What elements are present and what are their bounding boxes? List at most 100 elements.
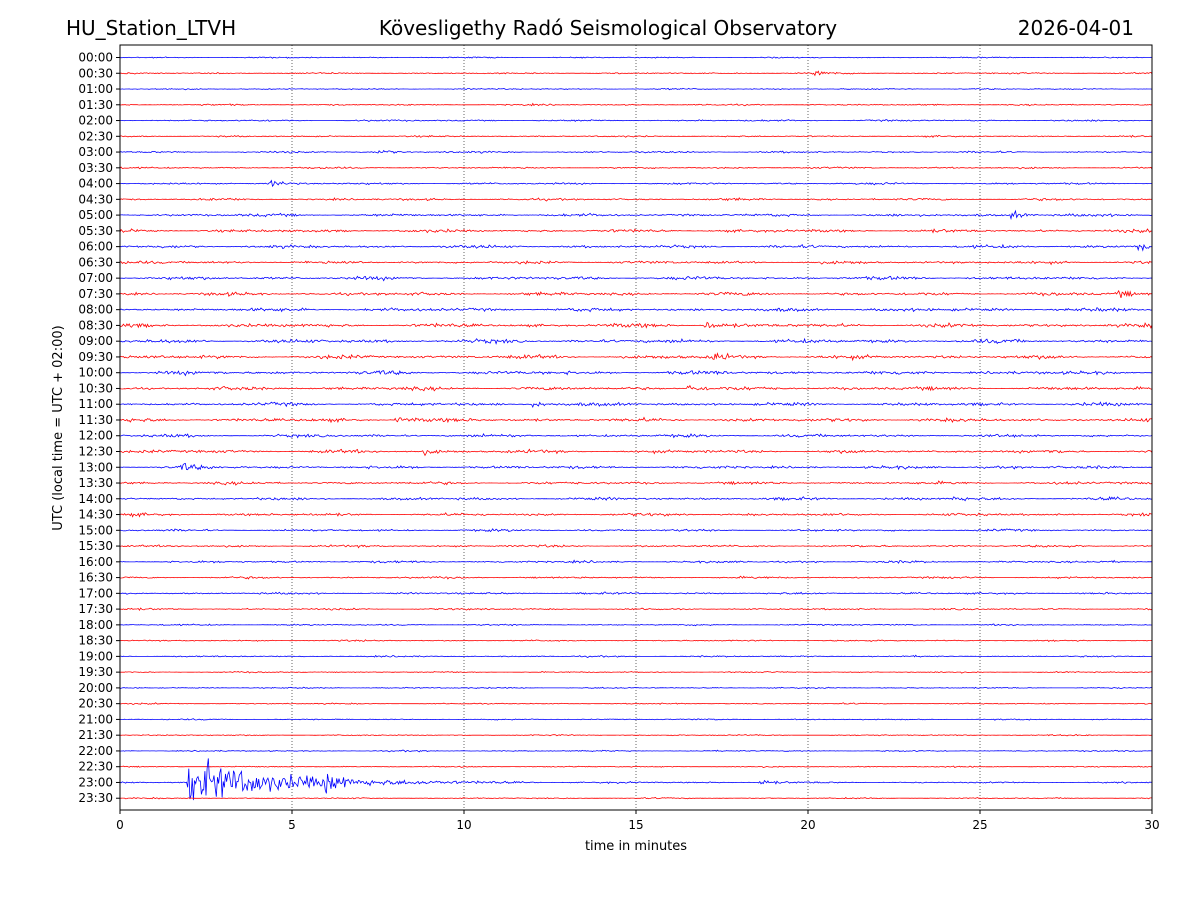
seismic-trace <box>119 607 1153 611</box>
seismic-trace <box>119 512 1153 518</box>
x-tick-label: 20 <box>800 818 815 832</box>
seismic-trace <box>119 401 1153 409</box>
y-tick-label: 11:00 <box>78 397 113 411</box>
y-tick-label: 04:00 <box>78 177 113 191</box>
y-tick-label: 05:00 <box>78 208 113 222</box>
y-tick-label: 15:00 <box>78 523 113 537</box>
seismic-trace <box>119 149 1153 154</box>
y-tick-label: 08:00 <box>78 303 113 317</box>
seismic-trace <box>119 575 1153 580</box>
y-tick-label: 20:00 <box>78 681 113 695</box>
y-tick-label: 12:00 <box>78 429 113 443</box>
y-tick-label: 13:00 <box>78 460 113 474</box>
y-tick-label: 03:00 <box>78 145 113 159</box>
seismic-trace <box>119 289 1153 299</box>
seismic-trace <box>119 433 1153 439</box>
y-tick-label: 06:30 <box>78 255 113 269</box>
seismic-trace <box>119 102 1153 107</box>
seismic-trace <box>120 623 1152 627</box>
y-tick-label: 07:30 <box>78 287 113 301</box>
seismic-trace <box>119 134 1153 138</box>
seismic-trace <box>119 321 1153 329</box>
seismic-trace <box>119 544 1153 549</box>
y-tick-label: 16:30 <box>78 571 113 585</box>
y-tick-label: 17:30 <box>78 602 113 616</box>
seismic-trace <box>119 56 1153 59</box>
y-axis-label: UTC (local time = UTC + 02:00) <box>51 325 66 530</box>
seismic-trace <box>119 639 1153 643</box>
y-tick-label: 12:30 <box>78 445 113 459</box>
y-tick-label: 05:30 <box>78 224 113 238</box>
y-tick-label: 23:00 <box>78 775 113 789</box>
y-tick-label: 10:00 <box>78 366 113 380</box>
seismic-trace <box>119 718 1152 721</box>
y-tick-label: 22:30 <box>78 760 113 774</box>
x-tick-label: 15 <box>628 818 643 832</box>
y-tick-label: 20:30 <box>78 697 113 711</box>
y-tick-label: 16:00 <box>78 555 113 569</box>
seismic-trace <box>120 179 1153 188</box>
chart-date: 2026-04-01 <box>1018 16 1134 40</box>
seismic-trace <box>119 209 1153 221</box>
x-tick-label: 0 <box>116 818 124 832</box>
trace-series <box>119 56 1153 801</box>
y-tick-label: 10:30 <box>78 381 113 395</box>
y-tick-label: 22:00 <box>78 744 113 758</box>
y-tick-label: 00:00 <box>78 51 113 65</box>
seismic-trace <box>119 384 1153 392</box>
y-tick-label: 04:30 <box>78 192 113 206</box>
y-tick-label: 14:30 <box>78 508 113 522</box>
y-tick-label: 00:30 <box>78 66 113 80</box>
seismic-trace <box>119 448 1153 457</box>
x-axis-label: time in minutes <box>585 839 687 854</box>
seismic-trace <box>119 416 1152 424</box>
x-tick-label: 30 <box>1144 818 1159 832</box>
seismic-trace <box>119 480 1153 486</box>
y-tick-label: 03:30 <box>78 161 113 175</box>
seismic-trace <box>119 686 1153 690</box>
station-name: HU_Station_LTVH <box>66 16 236 40</box>
y-tick-label: 15:30 <box>78 539 113 553</box>
y-tick-label: 18:00 <box>78 618 113 632</box>
seismic-trace <box>119 306 1153 313</box>
seismic-trace <box>119 733 1153 737</box>
seismic-trace <box>119 671 1153 674</box>
seismic-trace <box>119 758 1153 801</box>
x-tick-label: 25 <box>972 818 987 832</box>
seismic-trace <box>119 197 1153 202</box>
y-tick-label: 01:30 <box>78 98 113 112</box>
x-tick-label: 5 <box>288 818 296 832</box>
y-tick-label: 21:30 <box>78 728 113 742</box>
y-tick-label: 11:30 <box>78 413 113 427</box>
y-tick-label: 02:00 <box>78 114 113 128</box>
seismic-trace <box>119 70 1153 77</box>
y-tick-label: 14:00 <box>78 492 113 506</box>
seismic-trace <box>119 119 1153 123</box>
chart-title: Kövesligethy Radó Seismological Observat… <box>379 16 837 40</box>
y-tick-label: 01:00 <box>78 82 113 96</box>
y-tick-label: 19:00 <box>78 649 113 663</box>
seismic-trace <box>119 260 1153 266</box>
y-tick-label: 13:30 <box>78 476 113 490</box>
seismic-trace <box>119 528 1152 533</box>
seismic-trace <box>119 166 1153 170</box>
y-tick-label: 18:30 <box>78 634 113 648</box>
seismic-trace <box>119 765 1153 769</box>
seismic-trace <box>120 654 1152 658</box>
y-tick-label: 21:00 <box>78 712 113 726</box>
seismic-trace <box>119 702 1153 705</box>
seismic-trace <box>120 591 1153 596</box>
seismic-trace <box>119 243 1153 252</box>
seismic-trace <box>119 352 1153 362</box>
seismic-trace <box>119 496 1153 502</box>
y-tick-label: 23:30 <box>78 791 113 805</box>
y-tick-label: 09:00 <box>78 334 113 348</box>
seismic-trace <box>120 87 1153 91</box>
seismic-trace <box>119 796 1152 800</box>
y-tick-label: 19:30 <box>78 665 113 679</box>
x-gridlines <box>291 45 981 810</box>
seismic-trace <box>119 337 1153 345</box>
seismic-trace <box>119 463 1152 471</box>
